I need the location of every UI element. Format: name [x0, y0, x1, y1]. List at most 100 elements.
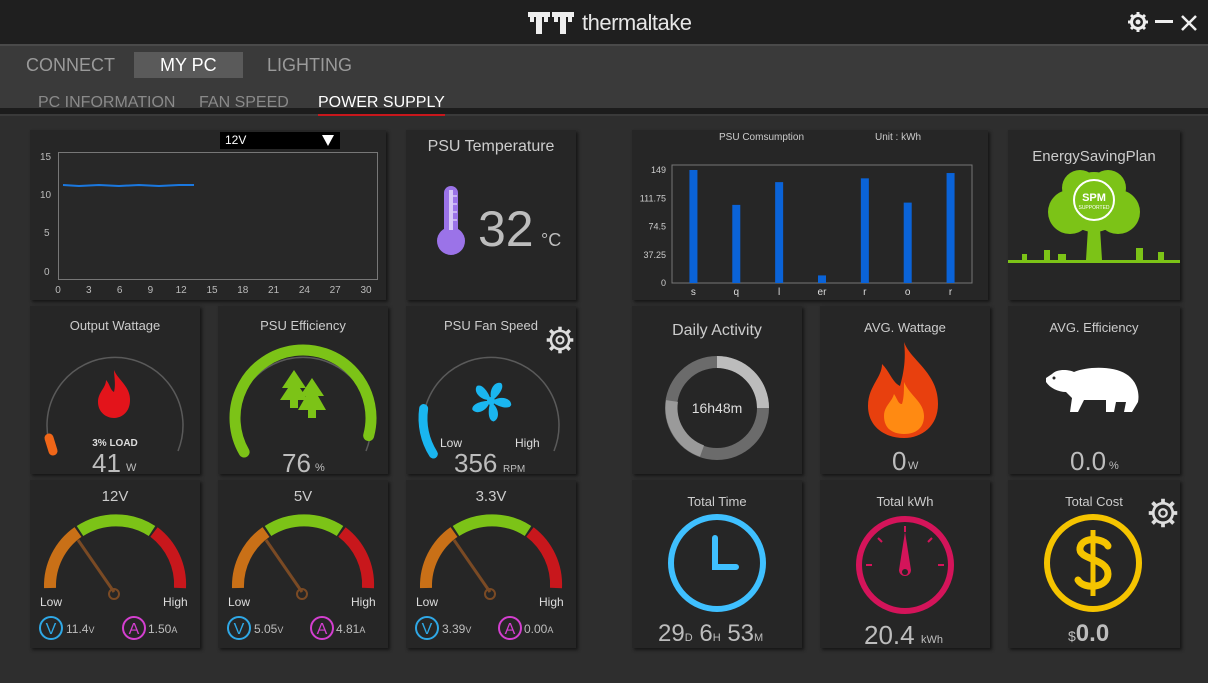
tab-connect[interactable]: CONNECT: [26, 55, 115, 75]
voltage-line: [62, 183, 194, 188]
brand-name: thermaltake: [582, 10, 692, 35]
spm-badge-label: SPM: [1082, 192, 1106, 204]
panel-title: PSU Fan Speed: [444, 318, 538, 333]
efficiency-gauge: [229, 344, 377, 458]
output-wattage-panel: Output Wattage 3% LOAD 41 W: [30, 306, 200, 478]
energy-saving-plan-panel[interactable]: EnergySavingPlan SPM SUPPORTED: [1008, 130, 1180, 300]
total-kwh-panel: Total kWh 20.4 kWh: [820, 480, 990, 650]
rail-high-label: High: [163, 595, 188, 609]
fan-speed-unit: RPM: [503, 464, 526, 475]
gear-icon[interactable]: [1128, 12, 1148, 32]
psu-temperature-panel: PSU Temperature 32 °C: [406, 130, 576, 300]
efficiency-unit: %: [315, 462, 325, 474]
rail-voltage-readout: 3.39V: [442, 622, 471, 636]
fan-high-label: High: [515, 436, 540, 450]
hours-unit: H: [712, 632, 721, 644]
rail-gauge: V A: [227, 514, 375, 640]
consumption-bar-chart: 149 111.75 74.5 37.25 0 s q l er r o r: [640, 164, 973, 298]
total-cost-value: 0.0: [1075, 620, 1110, 647]
minutes-unit: M: [754, 632, 764, 644]
cost-settings-gear-icon[interactable]: [1148, 498, 1178, 528]
bar: [946, 173, 955, 283]
panel-title: Total kWh: [876, 494, 934, 509]
days-unit: D: [684, 632, 693, 644]
y-tick: 10: [40, 190, 52, 201]
rail-panel: 3.3V V A Low High 3.39V 0.00A: [406, 480, 576, 648]
currency-symbol: $: [1068, 628, 1076, 644]
y-tick-label: 0: [661, 278, 666, 288]
panel-title: AVG. Efficiency: [1049, 320, 1139, 335]
rail-current-readout: 0.00A: [524, 622, 553, 636]
rail-gauge: V A: [415, 514, 563, 640]
fan-low-label: Low: [440, 436, 463, 450]
svg-text:V: V: [234, 621, 245, 638]
svg-text:V: V: [46, 621, 57, 638]
psu-fan-speed-panel: PSU Fan Speed Low High 356 RPM: [406, 306, 576, 478]
plot-frame: [671, 164, 973, 284]
big-flame-icon: [868, 342, 938, 438]
subtab-power-supply[interactable]: POWER SUPPLY: [318, 94, 445, 116]
x-tick: 12: [175, 285, 187, 296]
subtab-pc-information[interactable]: PC INFORMATION: [38, 94, 176, 111]
x-tick: 15: [206, 285, 218, 296]
svg-text:A: A: [317, 621, 328, 638]
x-tick: 30: [360, 285, 372, 296]
current-unit: A: [547, 625, 554, 635]
y-tick-label: 74.5: [648, 222, 666, 232]
fan-gauge: [418, 356, 560, 459]
tab-lighting[interactable]: LIGHTING: [267, 55, 353, 75]
x-tick-label: er: [818, 287, 828, 298]
wattage-unit: W: [126, 462, 137, 474]
panel-title: Daily Activity: [672, 322, 762, 339]
x-tick-label: o: [905, 287, 911, 298]
y-tick: 5: [44, 228, 50, 239]
current-unit: A: [171, 625, 178, 635]
bar: [860, 178, 869, 283]
load-label: 3% LOAD: [92, 438, 138, 449]
close-icon[interactable]: [1180, 14, 1198, 32]
x-tick-label: l: [778, 287, 780, 298]
rail-title: 3.3V: [475, 488, 507, 505]
total-time-readout: 29D 6H 53M: [658, 620, 763, 648]
current-value: 0.00: [524, 622, 548, 636]
bar: [732, 204, 741, 283]
efficiency-value: 76: [282, 448, 311, 478]
rail-low-label: Low: [228, 595, 251, 609]
rail-title: 12V: [101, 488, 129, 505]
flame-icon: [98, 370, 130, 418]
rail-select[interactable]: 12V: [220, 132, 340, 149]
panel-title: EnergySavingPlan: [1032, 148, 1156, 165]
fan-settings-gear-icon[interactable]: [546, 326, 574, 354]
temperature-unit: °C: [541, 230, 562, 250]
avg-wattage-unit: W: [908, 460, 919, 472]
rail-low-label: Low: [40, 595, 63, 609]
dropdown-arrow-icon: [322, 135, 334, 146]
x-tick: 18: [237, 285, 249, 296]
rail-low-label: Low: [416, 595, 439, 609]
panel-title: AVG. Wattage: [864, 320, 946, 335]
thermometer-icon: [437, 186, 465, 255]
rail-panel: 5V V A Low High 5.05V 4.81A: [218, 480, 388, 648]
panel-title: PSU Efficiency: [260, 318, 346, 333]
consumption-unit: Unit : kWh: [875, 132, 922, 143]
panel-title: Total Cost: [1065, 494, 1123, 509]
avg-efficiency-value: 0.0: [1070, 446, 1107, 476]
activity-value: 16h48m: [691, 400, 743, 416]
tab-my-pc[interactable]: MY PC: [134, 52, 243, 78]
nav-divider: [0, 108, 1208, 114]
minimize-icon[interactable]: [1155, 20, 1173, 24]
y-tick: 0: [44, 267, 50, 278]
energy-tree-icon: [1008, 170, 1180, 263]
subtab-fan-speed[interactable]: FAN SPEED: [199, 94, 289, 111]
svg-text:A: A: [129, 621, 140, 638]
wattage-value: 41: [92, 448, 121, 478]
minutes-value: 53: [727, 620, 755, 647]
panel-title: PSU Temperature: [427, 138, 555, 155]
total-cost-panel: Total Cost $0.0: [1008, 480, 1180, 648]
x-tick: 0: [55, 285, 61, 296]
voltage-chart-panel: 12V 15 10 5 0 0 3 6 9 12 15 18 21 24 27 30: [30, 130, 386, 300]
tt-logo-icon: [528, 12, 574, 34]
wattage-gauge: [44, 356, 184, 456]
rail-panel: 12V V A Low High 11.4V 1.50A: [30, 480, 200, 648]
consumption-title: PSU Comsumption: [719, 132, 805, 143]
